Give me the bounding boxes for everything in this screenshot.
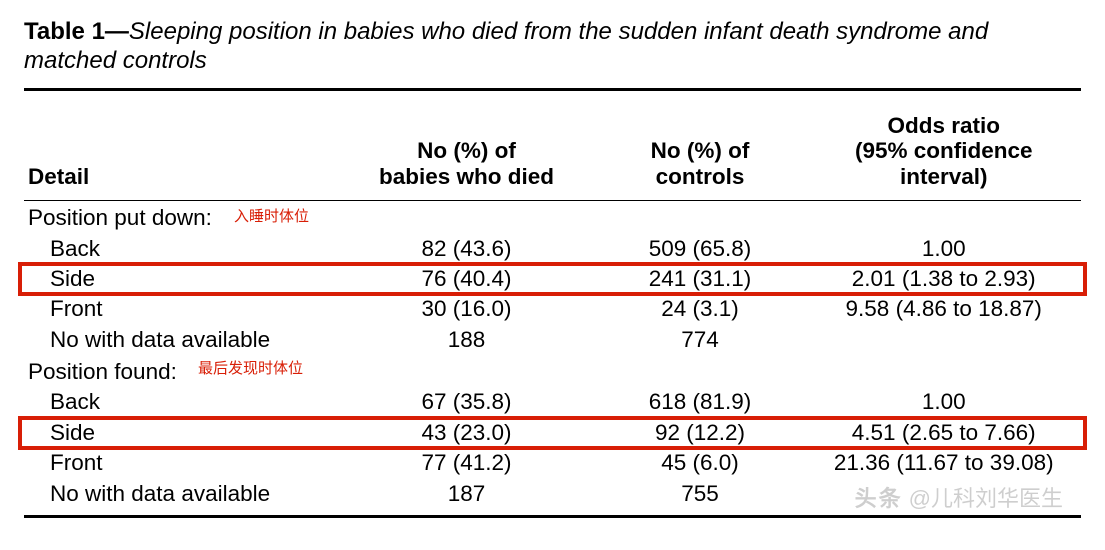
cell-ctrl: 618 (81.9) [594,387,807,417]
col-header-controls: No (%) ofcontrols [594,91,807,201]
cell-died: 77 (41.2) [340,448,594,478]
caption-text: Sleeping position in babies who died fro… [24,18,988,74]
row-label: No with data available [24,479,340,509]
cell-died: 67 (35.8) [340,387,594,417]
cell-died: 82 (43.6) [340,234,594,264]
table-row: No with data available 188 774 [24,325,1081,355]
watermark-handle: @儿科刘华医生 [909,481,1063,513]
cell-ctrl: 509 (65.8) [594,234,807,264]
caption-prefix: Table 1— [24,18,129,45]
bottom-rule [24,515,1081,518]
cell-or [806,325,1081,355]
table-row-highlight: Side 76 (40.4) 241 (31.1) 2.01 (1.38 to … [24,264,1081,294]
row-label: Front [24,448,340,478]
table-row: Back 82 (43.6) 509 (65.8) 1.00 [24,234,1081,264]
table-wrapper: Detail No (%) ofbabies who died No (%) o… [24,91,1081,509]
watermark: 头条 @儿科刘华医生 [855,481,1063,513]
cell-ctrl: 24 (3.1) [594,294,807,324]
cell-ctrl: 92 (12.2) [594,418,807,448]
cell-or: 2.01 (1.38 to 2.93) [806,264,1081,294]
section-row: Position found: 最后发现时体位 [24,355,1081,387]
cell-or: 9.58 (4.86 to 18.87) [806,294,1081,324]
cell-or: 4.51 (2.65 to 7.66) [806,418,1081,448]
watermark-brand: 头条 [855,481,903,513]
cell-or: 1.00 [806,387,1081,417]
col-header-detail: Detail [24,91,340,201]
row-label: Side [24,418,340,448]
cell-or: 1.00 [806,234,1081,264]
row-label: Back [24,234,340,264]
table-caption: Table 1—Sleeping position in babies who … [24,18,1081,76]
row-label: Back [24,387,340,417]
data-table: Detail No (%) ofbabies who died No (%) o… [24,91,1081,509]
cell-died: 43 (23.0) [340,418,594,448]
row-label: No with data available [24,325,340,355]
cell-ctrl: 755 [594,479,807,509]
cell-ctrl: 774 [594,325,807,355]
section-row: Position put down: 入睡时体位 [24,201,1081,233]
section-label: Position found: [28,359,177,384]
row-label: Side [24,264,340,294]
table-row: Back 67 (35.8) 618 (81.9) 1.00 [24,387,1081,417]
cell-died: 76 (40.4) [340,264,594,294]
col-header-odds: Odds ratio(95% confidenceinterval) [806,91,1081,201]
table-row: Front 30 (16.0) 24 (3.1) 9.58 (4.86 to 1… [24,294,1081,324]
cell-or: 21.36 (11.67 to 39.08) [806,448,1081,478]
cell-ctrl: 45 (6.0) [594,448,807,478]
cell-died: 187 [340,479,594,509]
cell-died: 188 [340,325,594,355]
annotation-text: 入睡时体位 [234,207,309,227]
table-row-highlight: Side 43 (23.0) 92 (12.2) 4.51 (2.65 to 7… [24,418,1081,448]
cell-died: 30 (16.0) [340,294,594,324]
cell-ctrl: 241 (31.1) [594,264,807,294]
row-label: Front [24,294,340,324]
annotation-text: 最后发现时体位 [198,359,303,379]
table-row: Front 77 (41.2) 45 (6.0) 21.36 (11.67 to… [24,448,1081,478]
section-label: Position put down: [28,205,212,230]
col-header-died: No (%) ofbabies who died [340,91,594,201]
